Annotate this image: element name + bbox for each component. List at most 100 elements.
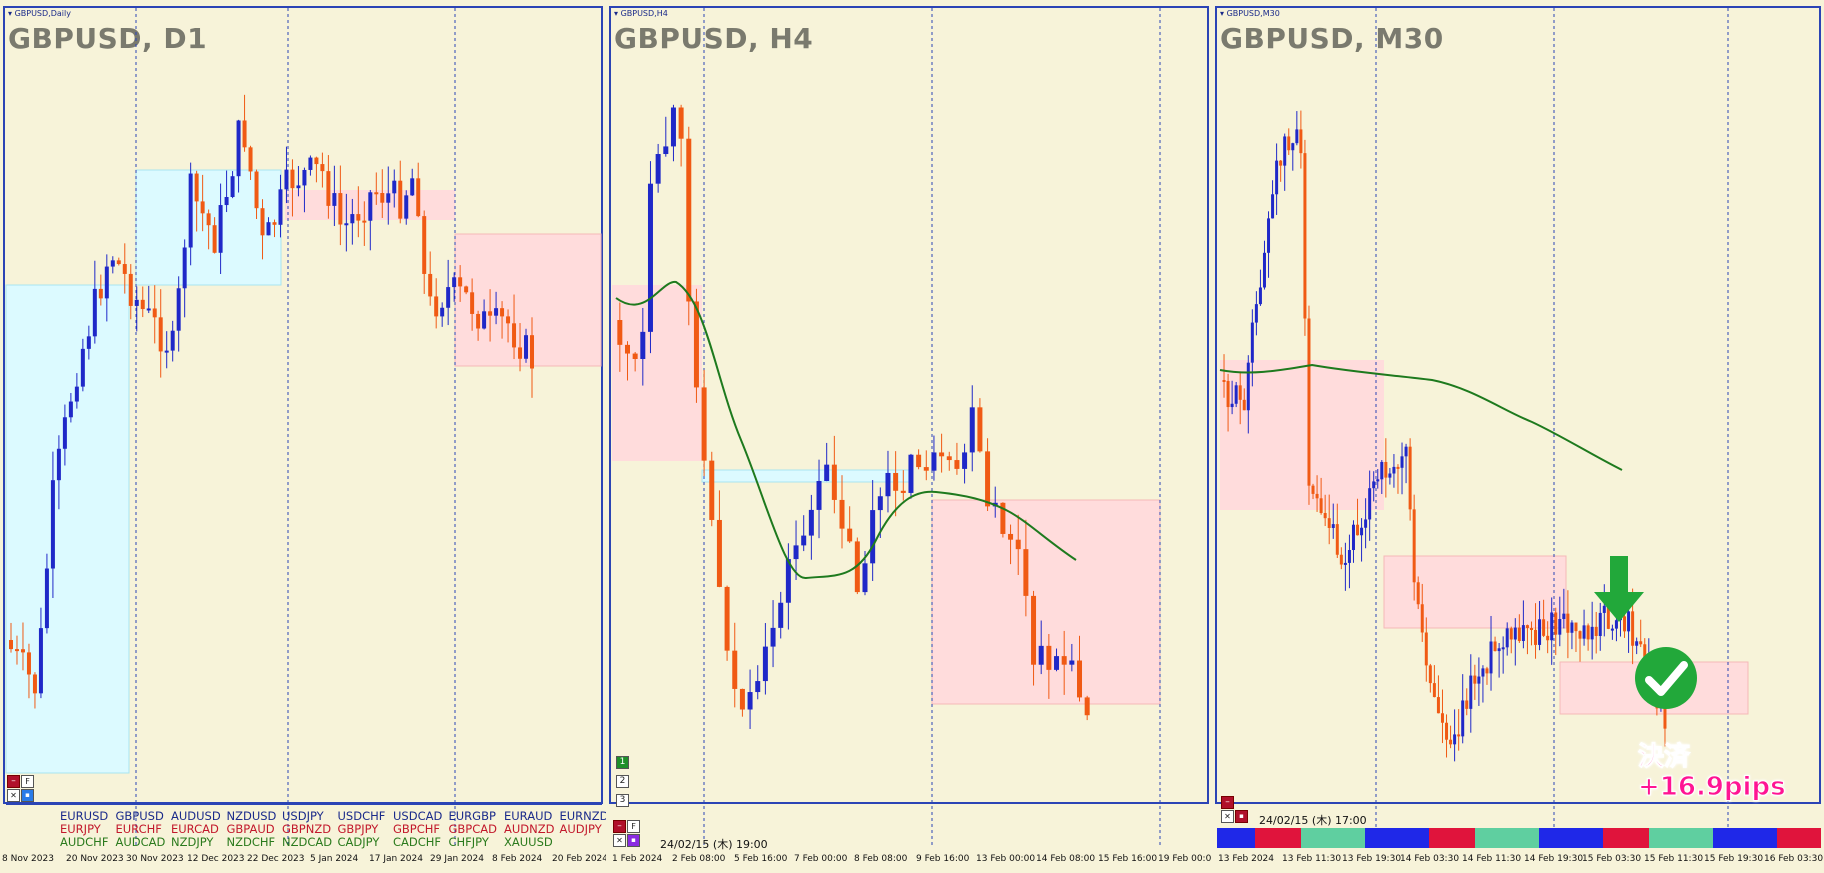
candle-body (224, 197, 229, 206)
f-button[interactable]: F (627, 820, 640, 833)
minimize-button[interactable]: – (1221, 796, 1234, 809)
symbol-title: GBPUSD, H4 (614, 22, 814, 55)
minimize-button[interactable]: – (7, 775, 20, 788)
dropdown-triangle-icon[interactable]: ▾ (614, 9, 619, 18)
pair-link[interactable]: EURJPY (60, 822, 101, 836)
candle-body (1343, 562, 1347, 565)
price-chart[interactable] (606, 0, 1212, 873)
candle-body (446, 287, 451, 308)
pair-link[interactable]: EURNZD (559, 809, 607, 823)
pair-link[interactable]: EURCAD (171, 822, 219, 836)
pair-link[interactable]: GBPUSD (115, 809, 164, 823)
candle-body (1440, 713, 1444, 723)
candle-body (1509, 628, 1513, 640)
pair-link[interactable]: NZDUSD (226, 809, 277, 823)
candle-body (1279, 160, 1283, 166)
candle-body (458, 277, 463, 287)
pair-link[interactable]: NZDCHF (226, 835, 276, 849)
candle-body (512, 323, 517, 348)
candle-body (134, 299, 139, 306)
candle-body (1436, 697, 1440, 714)
candle-body (350, 214, 355, 224)
pair-link[interactable]: GBPNZD (282, 822, 332, 836)
close-icon[interactable]: ✕ (7, 789, 20, 802)
candle-body (242, 120, 247, 148)
minimize-button[interactable]: – (613, 820, 626, 833)
settings-button[interactable]: ▪ (1235, 810, 1248, 823)
pair-link[interactable]: AUDNZD (504, 822, 555, 836)
candle-body (1420, 604, 1424, 633)
candle-body (14, 649, 19, 652)
candle-body (1546, 635, 1550, 641)
pair-link[interactable]: CADCHF (393, 835, 442, 849)
tab-button-3[interactable]: 3 (616, 794, 629, 807)
pair-link[interactable]: EURCHF (115, 822, 162, 836)
time-axis-label: 17 Jan 2024 (369, 854, 423, 864)
pair-link[interactable]: EURAUD (504, 809, 553, 823)
pair-link[interactable]: AUDJPY (559, 822, 602, 836)
pair-link[interactable]: NZDJPY (171, 835, 214, 849)
candle-body (38, 628, 43, 694)
close-icon[interactable]: ✕ (1221, 810, 1234, 823)
pair-link[interactable]: CADJPY (337, 835, 380, 849)
dropdown-triangle-icon[interactable]: ▾ (8, 9, 13, 18)
pair-link[interactable]: GBPAUD (226, 822, 275, 836)
candle-body (200, 201, 205, 214)
pair-link[interactable]: USDJPY (282, 809, 324, 823)
pair-link[interactable]: EURUSD (60, 809, 109, 823)
chart-panel-m30[interactable]: ▾ GBPUSD,M30 GBPUSD, M30 13 Feb 2024 13 F… (1212, 0, 1824, 873)
settings-button[interactable]: ▪ (627, 834, 640, 847)
candle-body (977, 407, 983, 452)
pair-link[interactable]: AUDCAD (115, 835, 166, 849)
settings-button[interactable]: ▪ (21, 789, 34, 802)
tab-button-1[interactable]: 1 (616, 756, 629, 769)
candle-body (870, 510, 876, 564)
pair-link[interactable]: NZDCAD (282, 835, 333, 849)
candle-body (923, 467, 929, 471)
candle-body (663, 146, 669, 155)
pair-selector: EURUSD GBPUSD AUDUSD NZDUSD USDJPY USDCHF USDC… (6, 803, 606, 849)
candle-body (1623, 616, 1627, 632)
candle-body (248, 147, 253, 172)
dropdown-triangle-icon[interactable]: ▾ (1220, 9, 1225, 18)
candle-body (1319, 498, 1323, 513)
pair-link[interactable]: AUDUSD (171, 809, 221, 823)
chart-panel-h4[interactable]: ▾ GBPUSD,H4 GBPUSD, H4 1 Feb 2024 2 Feb 0… (606, 0, 1212, 873)
pair-link[interactable]: GBPCAD (448, 822, 498, 836)
candle-body (158, 317, 163, 352)
tab-button-2[interactable]: 2 (616, 775, 629, 788)
candle-body (1408, 446, 1412, 510)
candle-body (188, 173, 193, 248)
candle-body (946, 456, 952, 461)
pair-link[interactable]: GBPCHF (393, 822, 441, 836)
candle-body (1505, 628, 1509, 648)
price-chart[interactable] (1212, 0, 1824, 873)
candle-body (732, 650, 738, 689)
candle-body (32, 674, 37, 694)
price-chart[interactable] (0, 0, 606, 873)
candle-body (380, 192, 385, 203)
pair-link[interactable]: XAUUSD (504, 835, 553, 849)
candle-body (1485, 668, 1489, 674)
pair-link[interactable]: EURGBP (448, 809, 496, 823)
candle-body (440, 307, 445, 317)
pair-link[interactable]: AUDCHF (60, 835, 109, 849)
pair-link[interactable]: USDCAD (393, 809, 443, 823)
pair-link[interactable]: USDCHF (337, 809, 386, 823)
candle-body (1493, 641, 1497, 652)
pair-link[interactable]: CHFJPY (448, 835, 489, 849)
candle-body (374, 192, 379, 195)
candle-body (617, 320, 623, 345)
time-axis-label: 1 Feb 2024 (612, 854, 663, 864)
candle-body (68, 401, 73, 418)
pair-link[interactable]: GBPJPY (337, 822, 379, 836)
time-axis-label: 9 Feb 16:00 (916, 854, 970, 864)
arrow-down-icon (1594, 556, 1644, 622)
f-button[interactable]: F (21, 775, 34, 788)
moving-average-line (1219, 363, 1623, 471)
candle-body (793, 545, 799, 560)
candle-body (1465, 700, 1469, 709)
chart-panel-daily[interactable]: ▾ GBPUSD,Daily GBPUSD, D1 8 Nov 2023 20 N… (0, 0, 606, 873)
candle-body (398, 180, 403, 219)
close-icon[interactable]: ✕ (613, 834, 626, 847)
